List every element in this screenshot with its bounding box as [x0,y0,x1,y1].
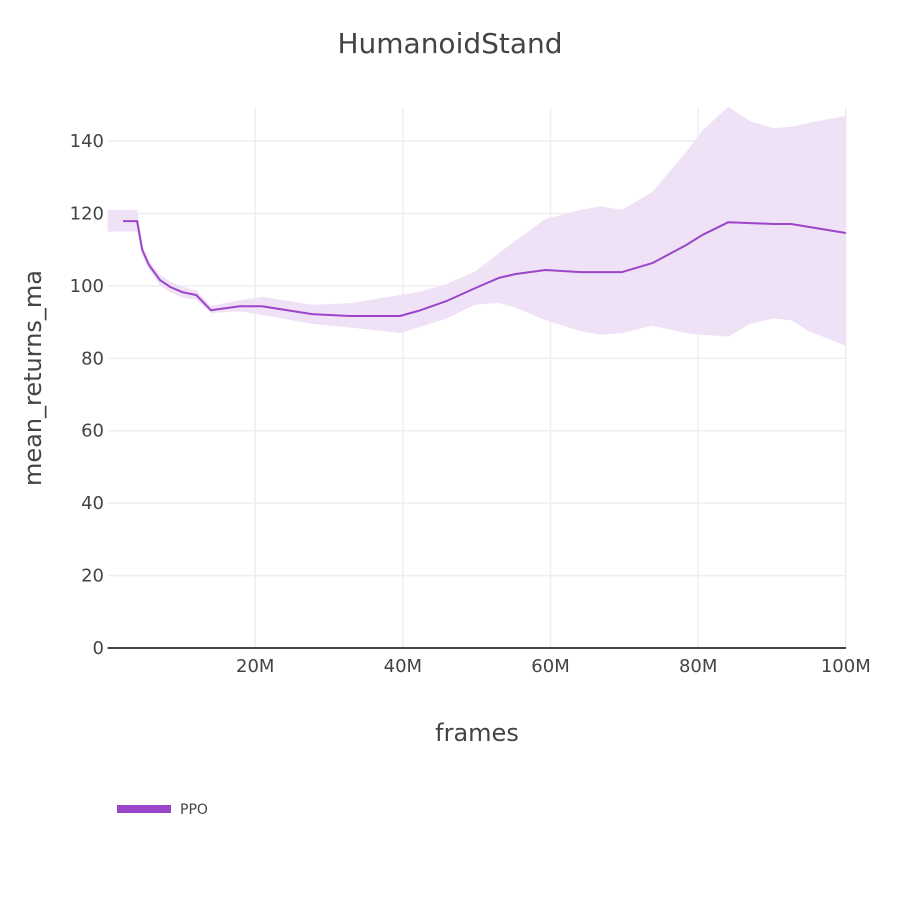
mean-line [123,220,846,317]
y-tick-label: 100 [70,276,104,297]
band-area [107,106,846,346]
x-tick-label: 40M [384,656,422,677]
x-tick-label: 100M [821,656,871,677]
legend[interactable]: PPO [117,802,208,818]
x-tick-label: 80M [679,656,717,677]
y-tick-label: 120 [70,203,104,224]
legend-label-ppo[interactable]: PPO [180,802,208,818]
y-tick-label: 40 [81,493,104,514]
y-axis-title: mean_returns_ma [19,270,47,486]
x-tick-label: 20M [236,656,274,677]
y-tick-label: 60 [81,421,104,442]
axes: 0 20 40 60 80 100 120 140 20M 40M 60M 80M 100M [70,131,871,677]
y-tick-label: 80 [81,348,104,369]
series-line-ppo [123,220,846,317]
legend-swatch-ppo[interactable] [117,805,171,813]
confidence-band [107,106,846,346]
x-tick-label: 60M [531,656,569,677]
y-tick-label: 140 [70,131,104,152]
x-axis-title: frames [435,719,519,747]
y-tick-label: 20 [81,566,104,587]
chart-title: HumanoidStand [337,27,562,60]
y-tick-label: 0 [93,638,104,659]
